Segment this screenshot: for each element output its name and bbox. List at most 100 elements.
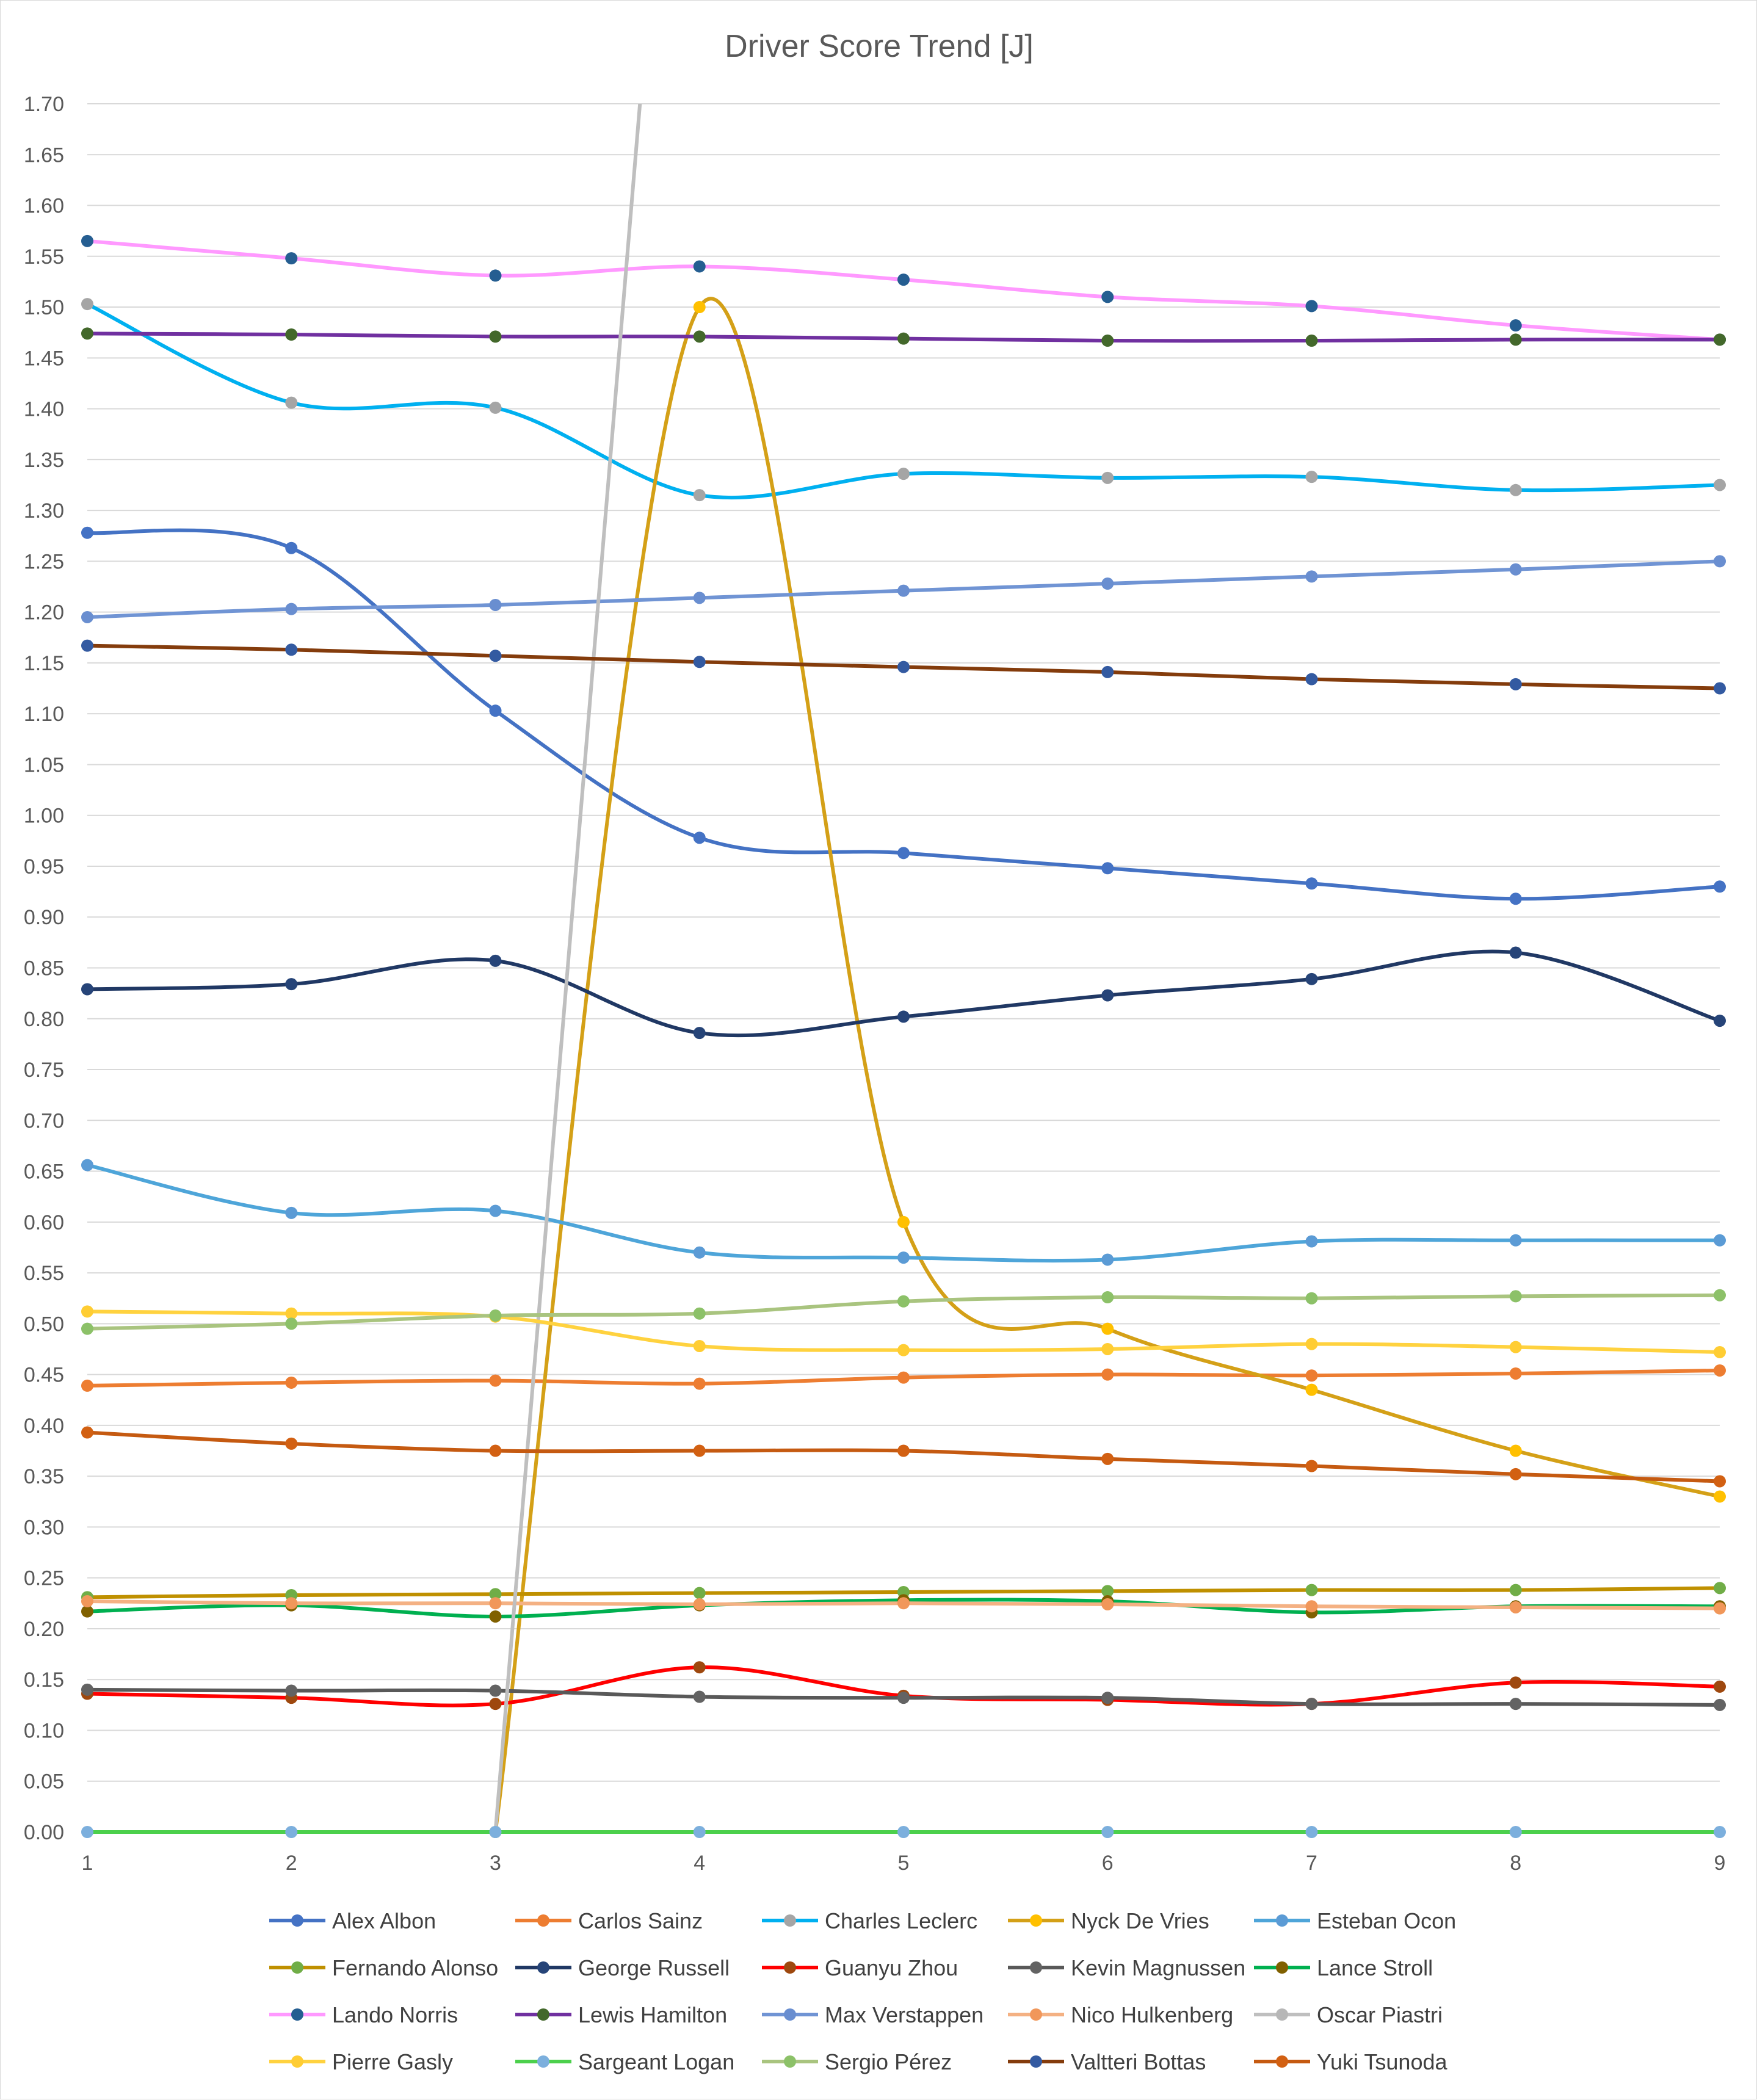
legend-label: Max Verstappen <box>825 2002 984 2027</box>
data-point <box>1101 471 1114 484</box>
legend-label: Guanyu Zhou <box>825 1955 958 1980</box>
data-point <box>285 1317 298 1330</box>
series-valtteri-bottas <box>81 639 1726 695</box>
data-point <box>489 330 502 343</box>
data-point <box>1714 682 1726 695</box>
data-point <box>489 650 502 662</box>
data-point <box>489 598 502 611</box>
series-charles-leclerc <box>81 298 1726 502</box>
data-point <box>1714 880 1726 893</box>
legend-swatch-marker <box>291 2055 303 2068</box>
data-point <box>81 1305 93 1318</box>
legend-label: Yuki Tsunoda <box>1317 2049 1447 2074</box>
data-point <box>1305 673 1318 686</box>
x-tick-label: 5 <box>898 1852 910 1875</box>
data-point <box>1101 1585 1114 1598</box>
data-point <box>693 1661 706 1674</box>
y-tick-label: 0.35 <box>24 1465 64 1488</box>
legend-item: Nyck De Vries <box>1008 1908 1209 1933</box>
y-tick-label: 0.45 <box>24 1364 64 1387</box>
legend-item: Yuki Tsunoda <box>1254 2049 1447 2074</box>
data-point <box>285 252 298 265</box>
data-point <box>1509 1584 1522 1596</box>
y-tick-label: 0.85 <box>24 957 64 980</box>
data-point <box>489 1444 502 1457</box>
data-point <box>1714 1364 1726 1377</box>
legend-label: Nico Hulkenberg <box>1071 2002 1233 2027</box>
legend-swatch-marker <box>784 1914 796 1927</box>
data-point <box>897 332 910 345</box>
series-yuki-tsunoda <box>81 1426 1726 1488</box>
y-tick-label: 1.65 <box>24 143 64 167</box>
data-point <box>1101 1826 1114 1838</box>
data-point <box>1714 1826 1726 1838</box>
data-point <box>489 1374 502 1387</box>
legend-label: Lance Stroll <box>1317 1955 1433 1980</box>
data-point <box>1101 335 1114 347</box>
data-point <box>693 1598 706 1610</box>
series-line <box>85 1163 1722 1263</box>
x-tick-label: 3 <box>490 1852 501 1875</box>
data-point <box>693 656 706 668</box>
data-point <box>1714 1345 1726 1358</box>
legend-item: Kevin Magnussen <box>1008 1955 1245 1980</box>
y-tick-label: 1.10 <box>24 703 64 726</box>
data-point <box>285 643 298 656</box>
data-point <box>1714 1015 1726 1027</box>
data-point <box>693 301 706 314</box>
legend-swatch-marker <box>1276 2008 1288 2021</box>
y-tick-label: 0.20 <box>24 1618 64 1641</box>
legend-item: George Russell <box>515 1955 730 1980</box>
chart-title: Driver Score Trend [J] <box>725 29 1034 64</box>
y-tick-label: 0.15 <box>24 1668 64 1692</box>
data-point <box>1714 1234 1726 1247</box>
data-point <box>81 327 93 340</box>
series-sargeant-logan <box>81 1826 1726 1838</box>
legend-item: Lewis Hamilton <box>515 2002 727 2027</box>
data-point <box>897 1295 910 1308</box>
data-point <box>1305 1584 1318 1596</box>
x-tick-label: 9 <box>1714 1852 1726 1875</box>
data-point <box>81 1426 93 1439</box>
data-point <box>489 704 502 717</box>
y-tick-label: 1.35 <box>24 449 64 472</box>
data-point <box>1305 1826 1318 1838</box>
legend-swatch-marker <box>784 2008 796 2021</box>
series-sergio-p-rez <box>81 1289 1726 1335</box>
legend-label: George Russell <box>578 1955 730 1980</box>
legend-swatch-marker <box>537 2055 549 2068</box>
legend-swatch-marker <box>1276 1961 1288 1974</box>
legend-label: Oscar Piastri <box>1317 2002 1443 2027</box>
legend-item: Pierre Gasly <box>269 2049 453 2074</box>
data-point <box>1305 570 1318 583</box>
y-tick-label: 1.60 <box>24 195 64 218</box>
legend-swatch-marker <box>1030 1961 1042 1974</box>
data-point <box>489 1597 502 1610</box>
series-fernando-alonso <box>81 1582 1726 1604</box>
data-point <box>81 1595 93 1607</box>
data-point <box>1305 300 1318 313</box>
legend-label: Esteban Ocon <box>1317 1908 1456 1933</box>
data-point <box>1305 1698 1318 1711</box>
data-point <box>1509 319 1522 332</box>
legend-item: Sargeant Logan <box>515 2049 734 2074</box>
series-nyck-de-vries <box>489 297 1726 1838</box>
data-point <box>897 1215 910 1228</box>
data-point <box>1305 1292 1318 1305</box>
data-point <box>897 1826 910 1838</box>
series-lewis-hamilton <box>81 327 1726 347</box>
data-point <box>1714 1475 1726 1488</box>
data-point <box>285 1307 298 1320</box>
legend-swatch-marker <box>291 2008 303 2021</box>
data-point <box>1305 877 1318 890</box>
legend-label: Lewis Hamilton <box>578 2002 727 2027</box>
series-george-russell <box>81 946 1726 1040</box>
y-tick-label: 1.50 <box>24 296 64 319</box>
y-tick-label: 1.00 <box>24 805 64 828</box>
data-point <box>1101 1322 1114 1335</box>
legend-item: Sergio Pérez <box>762 2049 952 2074</box>
data-point <box>81 1159 93 1171</box>
data-point <box>693 1587 706 1599</box>
legend-label: Fernando Alonso <box>332 1955 498 1980</box>
